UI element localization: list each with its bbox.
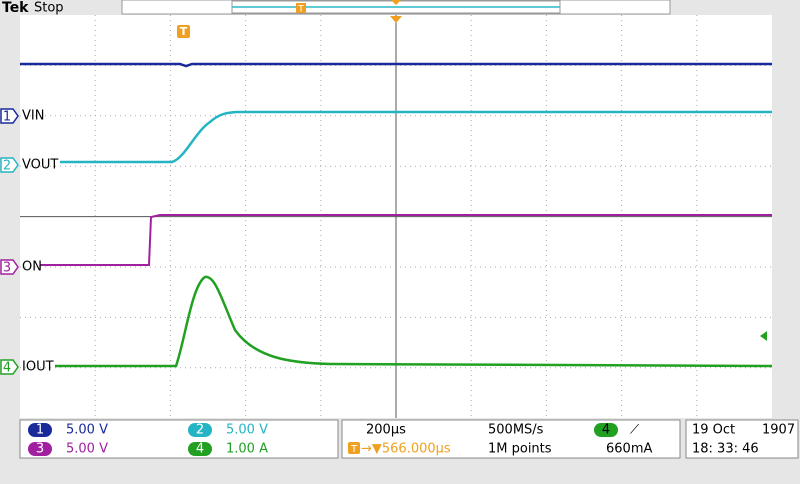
brand: Tek (2, 0, 29, 16)
record-trigger-label: T (297, 5, 304, 15)
channel-readout (19, 419, 339, 459)
trigger-pos (390, 16, 402, 23)
channel-number: 3 (3, 261, 11, 276)
channel-scale: 5.00 V (66, 423, 108, 438)
trigger-icon-box (348, 442, 360, 454)
timebase-readout (341, 419, 681, 459)
status: Stop (34, 1, 64, 16)
trigger-slope: ⟋ (630, 423, 640, 438)
channel-badge (28, 442, 52, 456)
year: 1907 (762, 423, 795, 438)
channel-badge (188, 423, 212, 437)
channel-number: 1 (3, 110, 11, 125)
trigger-source-badge (594, 423, 618, 437)
timebase: 200µs (366, 423, 406, 438)
ch3-trace (40, 214, 772, 266)
channel-marker (0, 259, 19, 275)
channel-scale: 5.00 V (66, 442, 108, 457)
channel-badge-number: 3 (36, 442, 44, 457)
channel-badge (28, 423, 52, 437)
trigger-source: 4 (602, 423, 610, 438)
clock-readout (685, 419, 799, 459)
trigger-marker-label: T (180, 25, 188, 38)
record-length: 1M points (488, 442, 552, 457)
channel-badge-number: 4 (196, 442, 204, 457)
channel-label: VIN (22, 109, 44, 124)
trigger-level: 660mA (606, 442, 652, 457)
channel-label: IOUT (22, 360, 54, 375)
channel-scale: 1.00 A (226, 442, 268, 457)
trigger-marker (177, 25, 190, 38)
ch4-trace (55, 275, 773, 368)
channel-marker (0, 359, 19, 375)
date: 19 Oct (692, 423, 735, 438)
channel-scale: 5.00 V (226, 423, 268, 438)
channel-label: VOUT (22, 158, 58, 173)
trigger-position: →▼566.000µs (361, 442, 451, 457)
trigger-icon: T (350, 444, 358, 455)
ch2-trace (60, 110, 772, 164)
channel-number: 2 (3, 159, 11, 174)
time: 18: 33: 46 (692, 442, 759, 457)
ch1-trace (20, 62, 772, 68)
channel-marker (0, 157, 19, 173)
channel-number: 4 (3, 361, 11, 376)
record-trigger (296, 3, 306, 13)
channel-badge-number: 1 (36, 423, 44, 438)
sample-rate: 500MS/s (488, 423, 544, 438)
trigger-level-marker (760, 331, 767, 341)
channel-label: ON (22, 260, 42, 275)
record-center (391, 0, 401, 5)
channel-badge (188, 442, 212, 456)
channel-badge-number: 2 (196, 423, 204, 438)
channel-marker (0, 108, 19, 124)
